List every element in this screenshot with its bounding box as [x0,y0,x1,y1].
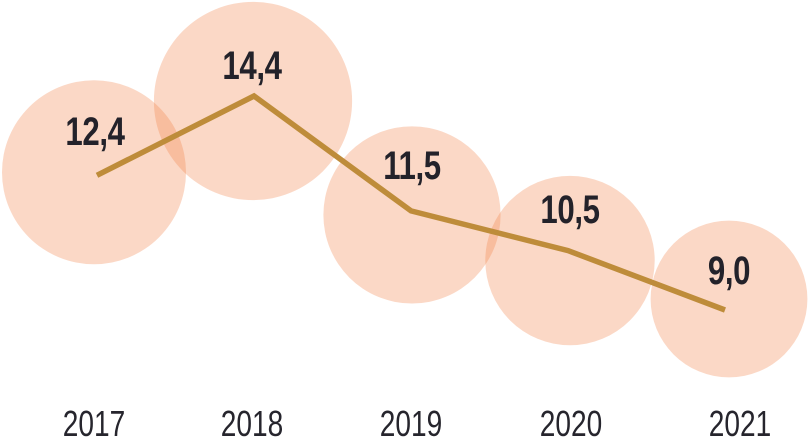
x-axis-label-2021: 2021 [708,403,772,441]
x-axis-label-2020: 2020 [539,403,603,441]
value-label-2019: 11,5 [383,143,441,188]
value-label-2020: 10,5 [540,187,600,232]
x-axis-label-2019: 2019 [379,403,443,441]
bubble-2017 [2,80,186,265]
bubble-2018 [153,1,353,201]
bubble-2020 [485,175,655,346]
value-label-2018: 14,4 [222,44,282,88]
value-label-2021: 9,0 [707,249,751,293]
trend-line [95,92,726,313]
x-axis-label-2017: 2017 [62,403,126,441]
x-axis-label-2018: 2018 [220,403,284,441]
bubble-2021 [650,220,808,378]
bubble-2019 [323,126,501,304]
value-label-2017: 12,4 [65,110,125,155]
